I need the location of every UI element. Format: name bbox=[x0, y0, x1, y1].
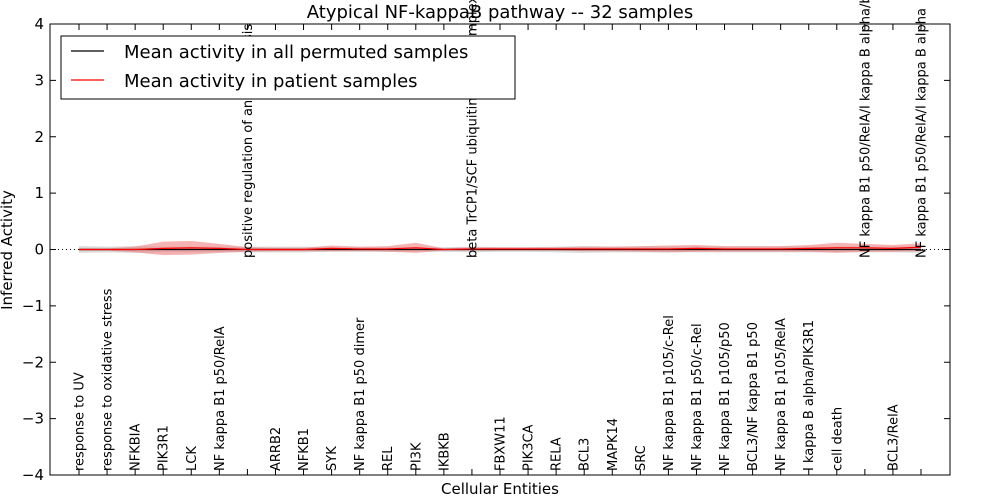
x-tick-label: REL bbox=[381, 446, 396, 471]
x-tick-label: RELA bbox=[550, 437, 565, 471]
legend-label-patient: Mean activity in patient samples bbox=[124, 71, 418, 92]
x-tick-label: NF kappa B1 p105/p50 bbox=[718, 322, 733, 471]
axis-ticks: 4 3 2 1 0 −1 −2 −3 −4 bbox=[22, 15, 950, 484]
x-tick-label: SYK bbox=[325, 446, 340, 471]
x-tick-label: NF kappa B1 p105/c-Rel bbox=[662, 315, 677, 471]
x-tick-label: NFKB1 bbox=[297, 428, 312, 471]
x-tick-label: NF kappa B1 p50/c-Rel bbox=[690, 323, 705, 471]
y-tick-label: 4 bbox=[34, 15, 44, 33]
x-tick-label: NF kappa B1 p105/RelA bbox=[774, 318, 789, 471]
x-tick-label: BCL3/RelA bbox=[886, 404, 901, 471]
x-tick-label: PIK3R1 bbox=[157, 425, 172, 471]
chart-title: Atypical NF-kappaB pathway -- 32 samples bbox=[307, 2, 693, 23]
x-tick-label: LCK bbox=[185, 446, 200, 471]
y-tick-label: −4 bbox=[22, 466, 44, 484]
x-tick-label: MAPK14 bbox=[606, 418, 621, 471]
x-tick-label: NF kappa B1 p50/RelA/I kappa B alpha/bet… bbox=[858, 0, 873, 258]
x-tick-label: I kappa B alpha/PIK3R1 bbox=[802, 320, 817, 471]
x-tick-label: SRC bbox=[634, 445, 649, 471]
x-tick-label: NF kappa B1 p50/RelA bbox=[213, 326, 228, 471]
y-tick-label: −3 bbox=[22, 410, 44, 428]
x-tick-label: BCL3 bbox=[578, 438, 593, 471]
plot-area bbox=[50, 241, 950, 256]
y-tick-label: 0 bbox=[34, 241, 44, 259]
series-band-1 bbox=[79, 241, 921, 256]
x-axis-label: Cellular Entities bbox=[441, 480, 559, 498]
x-tick-label: FBXW11 bbox=[494, 416, 509, 471]
x-tick-label: response to oxidative stress bbox=[101, 288, 116, 471]
y-axis-label: Inferred Activity bbox=[0, 190, 16, 310]
x-tick-label: cell death bbox=[830, 407, 845, 471]
y-tick-label: −1 bbox=[22, 297, 44, 315]
x-tick-label: IKBKB bbox=[437, 432, 452, 471]
y-tick-label: 2 bbox=[34, 128, 44, 146]
x-tick-label: PI3K bbox=[409, 442, 424, 471]
x-tick-label: PIK3CA bbox=[522, 424, 537, 471]
y-tick-label: 1 bbox=[34, 184, 44, 202]
x-tick-label: ARRB2 bbox=[269, 427, 284, 471]
y-tick-label: 3 bbox=[34, 71, 44, 89]
x-tick-labels: response to UV response to oxidative stre… bbox=[73, 0, 930, 471]
legend: Mean activity in all permuted samples Me… bbox=[60, 35, 516, 100]
x-tick-label: BCL3/NF kappa B1 p50 bbox=[746, 322, 761, 471]
series-line-1 bbox=[79, 246, 922, 251]
x-tick-label: NF kappa B1 p50/RelA/I kappa B alpha bbox=[915, 8, 930, 258]
x-tick-label: NF kappa B1 p50 dimer bbox=[353, 317, 368, 471]
y-tick-label: −2 bbox=[22, 353, 44, 371]
legend-box bbox=[60, 35, 516, 100]
legend-label-permuted: Mean activity in all permuted samples bbox=[124, 42, 468, 63]
x-tick-label: response to UV bbox=[73, 372, 88, 471]
x-tick-label: NFKBIA bbox=[129, 424, 144, 471]
